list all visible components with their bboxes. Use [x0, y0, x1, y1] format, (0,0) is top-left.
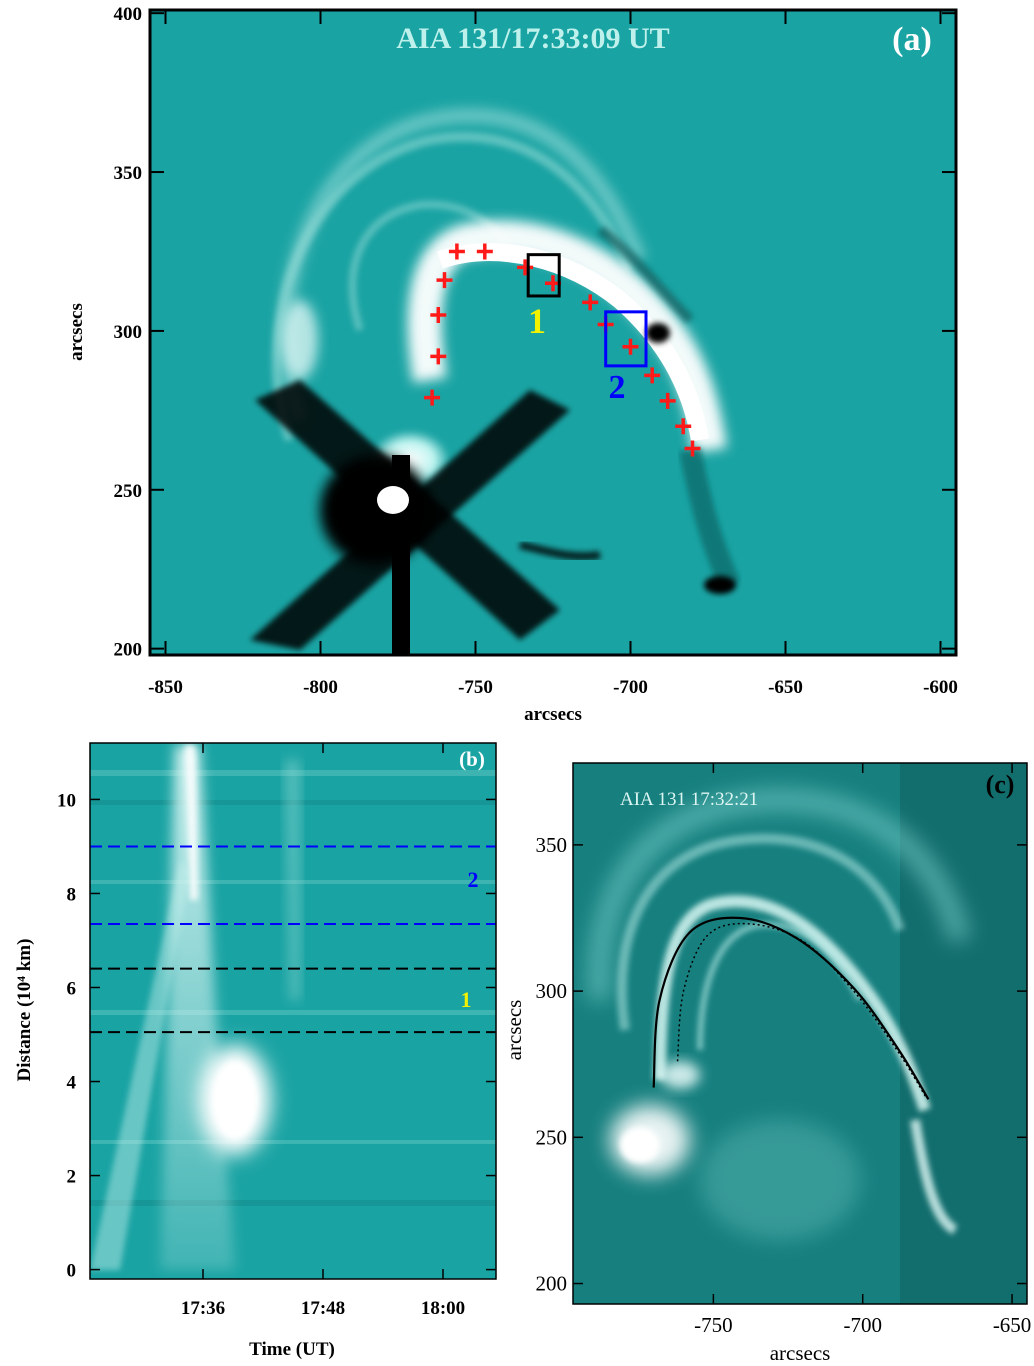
band-1-label: 1	[461, 987, 472, 1012]
panel-a-x-axis-label: arcsecs	[524, 704, 582, 725]
marker-plus	[644, 367, 661, 384]
panel-a-background	[150, 10, 956, 655]
panel-c-y-axis-label: arcsecs	[502, 1000, 526, 1061]
marker-plus	[430, 348, 447, 365]
panel-c-frame	[572, 762, 1028, 1305]
panel-c-ticks: -750 -700 -650 200 250 300 350	[536, 763, 1032, 1337]
marker-plus	[476, 243, 493, 260]
y-tick-label: 250	[114, 481, 143, 502]
y-tick-label: 200	[536, 1272, 568, 1296]
panel-a-label: (a)	[892, 21, 932, 58]
y-tick-label: 400	[114, 4, 143, 25]
box-1	[526, 253, 561, 298]
x-tick-label: 18:00	[421, 1298, 465, 1319]
panel-c-image	[573, 763, 1027, 1304]
x-tick-label: 17:36	[181, 1298, 225, 1319]
y-tick-label: 6	[67, 978, 77, 999]
panel-b-ticks: 0 2 4 6 8 10 17:36 17:48 18:00	[57, 743, 496, 1319]
y-tick-label: 300	[536, 979, 568, 1003]
panel-b: 0 2 4 6 8 10 17:36 17:48 18:00 (b) 2 1 Time (UT)…	[14, 742, 497, 1360]
x-tick-label: -650	[768, 677, 803, 698]
panel-b-image	[90, 743, 496, 1279]
panel-b-label: (b)	[459, 747, 485, 771]
x-tick-label: -600	[923, 677, 958, 698]
y-tick-label: 4	[67, 1073, 77, 1094]
band-lines	[90, 845, 496, 1034]
marker-plus	[517, 259, 534, 276]
x-tick-label: -700	[613, 677, 648, 698]
marker-plus	[430, 307, 447, 324]
marker-plus	[675, 418, 692, 435]
loop-lines	[652, 916, 930, 1100]
box-2-label: 2	[609, 369, 626, 406]
y-tick-label: 300	[114, 322, 143, 343]
x-tick-label: -700	[843, 1313, 882, 1337]
panel-b-x-axis-label: Time (UT)	[249, 1339, 335, 1360]
y-tick-label: 350	[114, 163, 143, 184]
marker-plus	[424, 389, 441, 406]
x-tick-label: 17:48	[301, 1298, 345, 1319]
y-tick-label: 2	[67, 1167, 77, 1188]
y-tick-label: 0	[67, 1261, 77, 1282]
marker-plus	[659, 392, 676, 409]
x-tick-label: -800	[303, 677, 338, 698]
x-tick-label: -850	[148, 677, 183, 698]
box-2	[604, 310, 648, 368]
panel-a-ticks: -850 -800 -750 -700 -650 -600 200 250 300 350 400	[114, 4, 958, 698]
y-tick-label: 250	[536, 1125, 568, 1149]
saturation-artifact	[250, 380, 570, 655]
y-tick-label: 350	[536, 833, 568, 857]
panel-a-y-axis-label: arcsecs	[66, 303, 87, 361]
y-tick-label: 200	[114, 640, 143, 661]
panel-a-image	[150, 10, 956, 655]
band-2-label: 2	[468, 867, 479, 892]
marker-plus	[436, 272, 453, 289]
marker-plus	[622, 338, 639, 355]
x-tick-label: -650	[993, 1313, 1032, 1337]
panel-c: -750 -700 -650 200 250 300 350 AIA 131 17:32:2…	[502, 762, 1032, 1365]
panel-b-y-axis-label: Distance (10⁴ km)	[14, 939, 35, 1082]
panel-c-x-axis-label: arcsecs	[770, 1341, 831, 1365]
panel-b-frame	[89, 742, 497, 1280]
x-tick-label: -750	[694, 1313, 733, 1337]
box-group	[526, 253, 648, 368]
y-tick-label: 8	[67, 884, 77, 905]
panel-a-title: AIA 131/17:33:09 UT	[396, 22, 669, 55]
panel-a: -850 -800 -750 -700 -650 -600200250300350400 …	[66, 4, 958, 725]
loop-dotted	[676, 922, 927, 1097]
marker-plus	[684, 440, 701, 457]
x-tick-label: -750	[458, 677, 493, 698]
marker-plus	[448, 243, 465, 260]
panel-c-label: (c)	[986, 770, 1015, 799]
y-tick-label: 10	[57, 790, 76, 811]
loop-solid	[652, 916, 930, 1100]
panel-c-title: AIA 131 17:32:21	[620, 789, 758, 810]
marker-plus	[582, 294, 599, 311]
box-1-label: 1	[528, 301, 546, 341]
panel-a-frame	[148, 8, 958, 657]
